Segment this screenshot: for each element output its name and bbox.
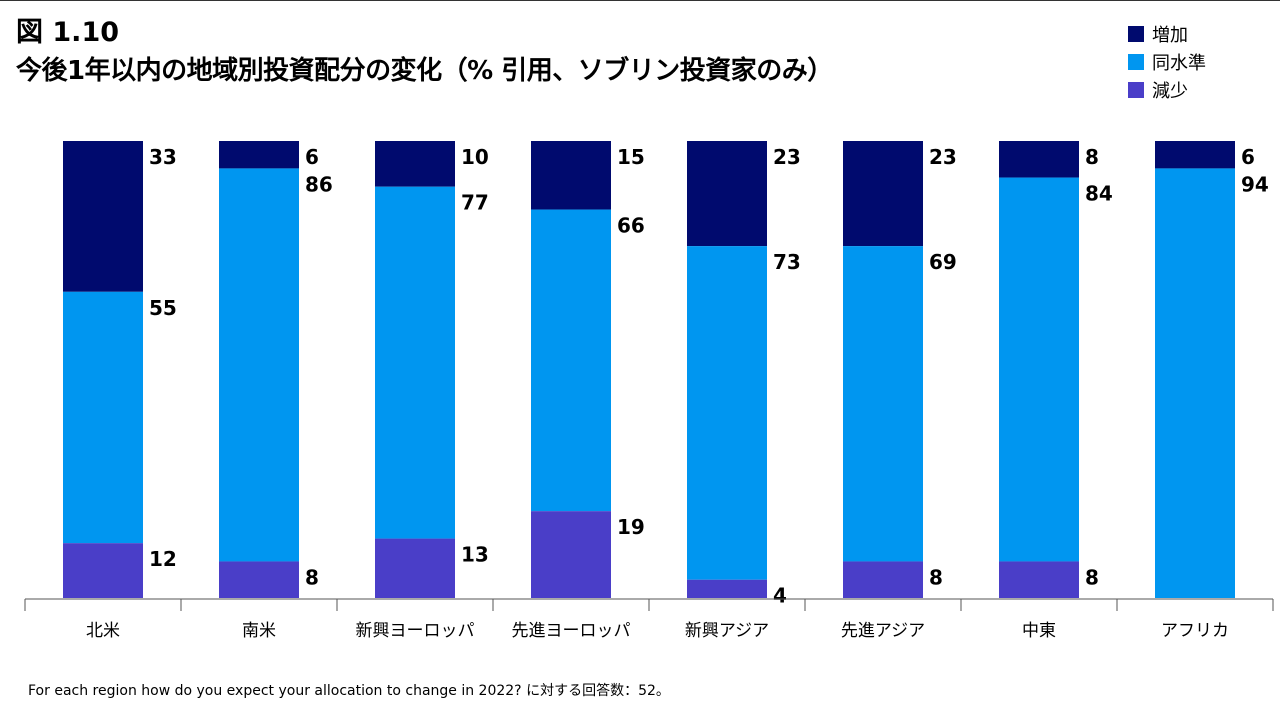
data-label-decrease: 8 bbox=[1085, 565, 1099, 589]
bar-segment-increase bbox=[375, 141, 455, 187]
data-label-same: 55 bbox=[149, 296, 177, 320]
bar-segment-increase bbox=[63, 141, 143, 292]
data-label-same: 84 bbox=[1085, 182, 1113, 206]
bar-segment-increase bbox=[687, 141, 767, 247]
data-label-same: 69 bbox=[929, 250, 957, 274]
bar-segment-same bbox=[843, 246, 923, 562]
bar-segment-same bbox=[219, 168, 299, 562]
legend-label-same: 同水準 bbox=[1152, 53, 1206, 74]
legend-swatch-same bbox=[1128, 54, 1144, 70]
legend: 増加 同水準 減少 bbox=[1128, 20, 1278, 104]
bar-segment-decrease bbox=[687, 579, 767, 598]
bar-segment-increase bbox=[219, 141, 299, 169]
data-label-decrease: 12 bbox=[149, 547, 177, 571]
bar-segment-decrease bbox=[999, 561, 1079, 598]
bar-segment-same bbox=[1155, 168, 1235, 599]
category-label: 南米 bbox=[242, 621, 276, 641]
data-label-increase: 6 bbox=[305, 145, 319, 169]
bar-segment-same bbox=[63, 291, 143, 544]
bar-segment-increase bbox=[999, 141, 1079, 178]
data-label-same: 77 bbox=[461, 191, 489, 215]
legend-label-increase: 増加 bbox=[1152, 25, 1188, 46]
figure-number: 図 1.10 bbox=[16, 17, 120, 48]
bar-segment-decrease bbox=[375, 538, 455, 598]
legend-label-decrease: 減少 bbox=[1152, 81, 1188, 102]
figure-title: 今後1年以内の地域別投資配分の変化（% 引用、ソブリン投資家のみ） bbox=[16, 56, 833, 86]
data-label-same: 94 bbox=[1241, 172, 1269, 196]
data-label-decrease: 8 bbox=[929, 565, 943, 589]
bar-segment-decrease bbox=[531, 511, 611, 598]
category-label: 先進アジア bbox=[841, 621, 925, 641]
top-rule bbox=[0, 0, 1280, 1]
data-label-increase: 23 bbox=[929, 145, 957, 169]
bar-segment-same bbox=[375, 186, 455, 539]
category-label: 北米 bbox=[86, 621, 120, 641]
bar-segment-increase bbox=[531, 141, 611, 210]
bar-segment-same bbox=[531, 209, 611, 512]
bar-segment-increase bbox=[843, 141, 923, 247]
category-label: アフリカ bbox=[1161, 621, 1229, 641]
category-label: 新興ヨーロッパ bbox=[356, 621, 475, 641]
data-label-same: 73 bbox=[773, 250, 801, 274]
data-label-increase: 8 bbox=[1085, 145, 1099, 169]
bar-segment-decrease bbox=[63, 543, 143, 598]
footnote: For each region how do you expect your a… bbox=[28, 683, 670, 699]
data-label-increase: 6 bbox=[1241, 145, 1255, 169]
legend-swatch-increase bbox=[1128, 26, 1144, 42]
legend-item-same: 同水準 bbox=[1128, 48, 1278, 76]
bar-segment-decrease bbox=[219, 561, 299, 598]
bar-segment-increase bbox=[1155, 141, 1235, 169]
bar-segment-decrease bbox=[843, 561, 923, 598]
data-label-decrease: 4 bbox=[773, 584, 787, 608]
data-label-increase: 15 bbox=[617, 145, 645, 169]
legend-swatch-decrease bbox=[1128, 82, 1144, 98]
bar-segment-same bbox=[687, 246, 767, 580]
category-label: 新興アジア bbox=[685, 621, 769, 641]
legend-item-decrease: 減少 bbox=[1128, 76, 1278, 104]
data-label-increase: 33 bbox=[149, 145, 177, 169]
data-label-decrease: 13 bbox=[461, 543, 489, 567]
data-label-decrease: 8 bbox=[305, 565, 319, 589]
data-label-same: 66 bbox=[617, 214, 645, 238]
data-label-increase: 10 bbox=[461, 145, 489, 169]
data-label-decrease: 19 bbox=[617, 515, 645, 539]
legend-item-increase: 増加 bbox=[1128, 20, 1278, 48]
data-label-same: 86 bbox=[305, 172, 333, 196]
category-label: 中東 bbox=[1022, 621, 1056, 641]
category-label: 先進ヨーロッパ bbox=[512, 621, 631, 641]
data-label-increase: 23 bbox=[773, 145, 801, 169]
bar-segment-same bbox=[999, 177, 1079, 562]
